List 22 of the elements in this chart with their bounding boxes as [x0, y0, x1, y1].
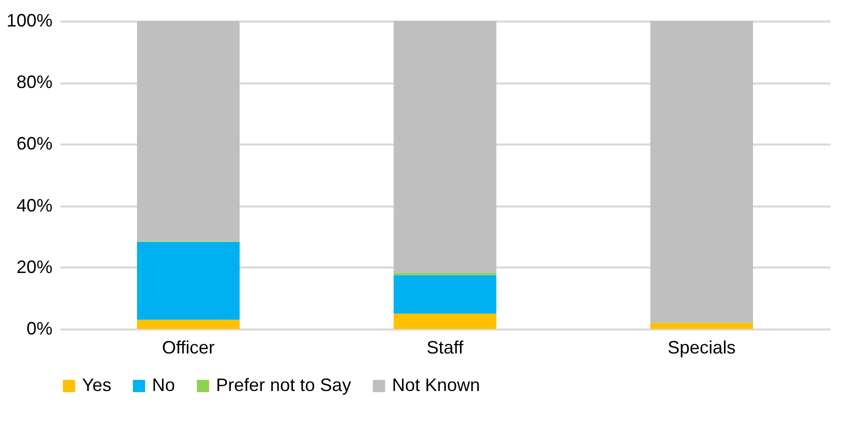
legend-label: Not Known	[392, 375, 480, 395]
legend-label: No	[152, 375, 176, 395]
bar	[394, 275, 496, 314]
y-tick-label: 80%	[16, 72, 52, 92]
y-tick-label: 20%	[16, 256, 52, 277]
y-tick-label: 100%	[6, 10, 52, 30]
legend-label: Yes	[82, 375, 112, 395]
y-tick-label: 0%	[26, 318, 52, 338]
y-tick-label: 40%	[16, 195, 52, 216]
legend-label: Prefer not to Say	[216, 375, 352, 395]
y-tick-label: 60%	[16, 134, 52, 154]
bar	[394, 314, 496, 329]
x-tick-label: Officer	[162, 338, 215, 358]
bar	[650, 21, 753, 323]
x-tick-label: Specials	[668, 338, 736, 358]
bar	[650, 322, 753, 329]
bar	[137, 242, 240, 320]
bar	[137, 320, 240, 329]
bar	[394, 272, 496, 276]
bar	[394, 21, 496, 273]
x-tick-label: Staff	[426, 338, 464, 358]
bar	[137, 21, 240, 242]
